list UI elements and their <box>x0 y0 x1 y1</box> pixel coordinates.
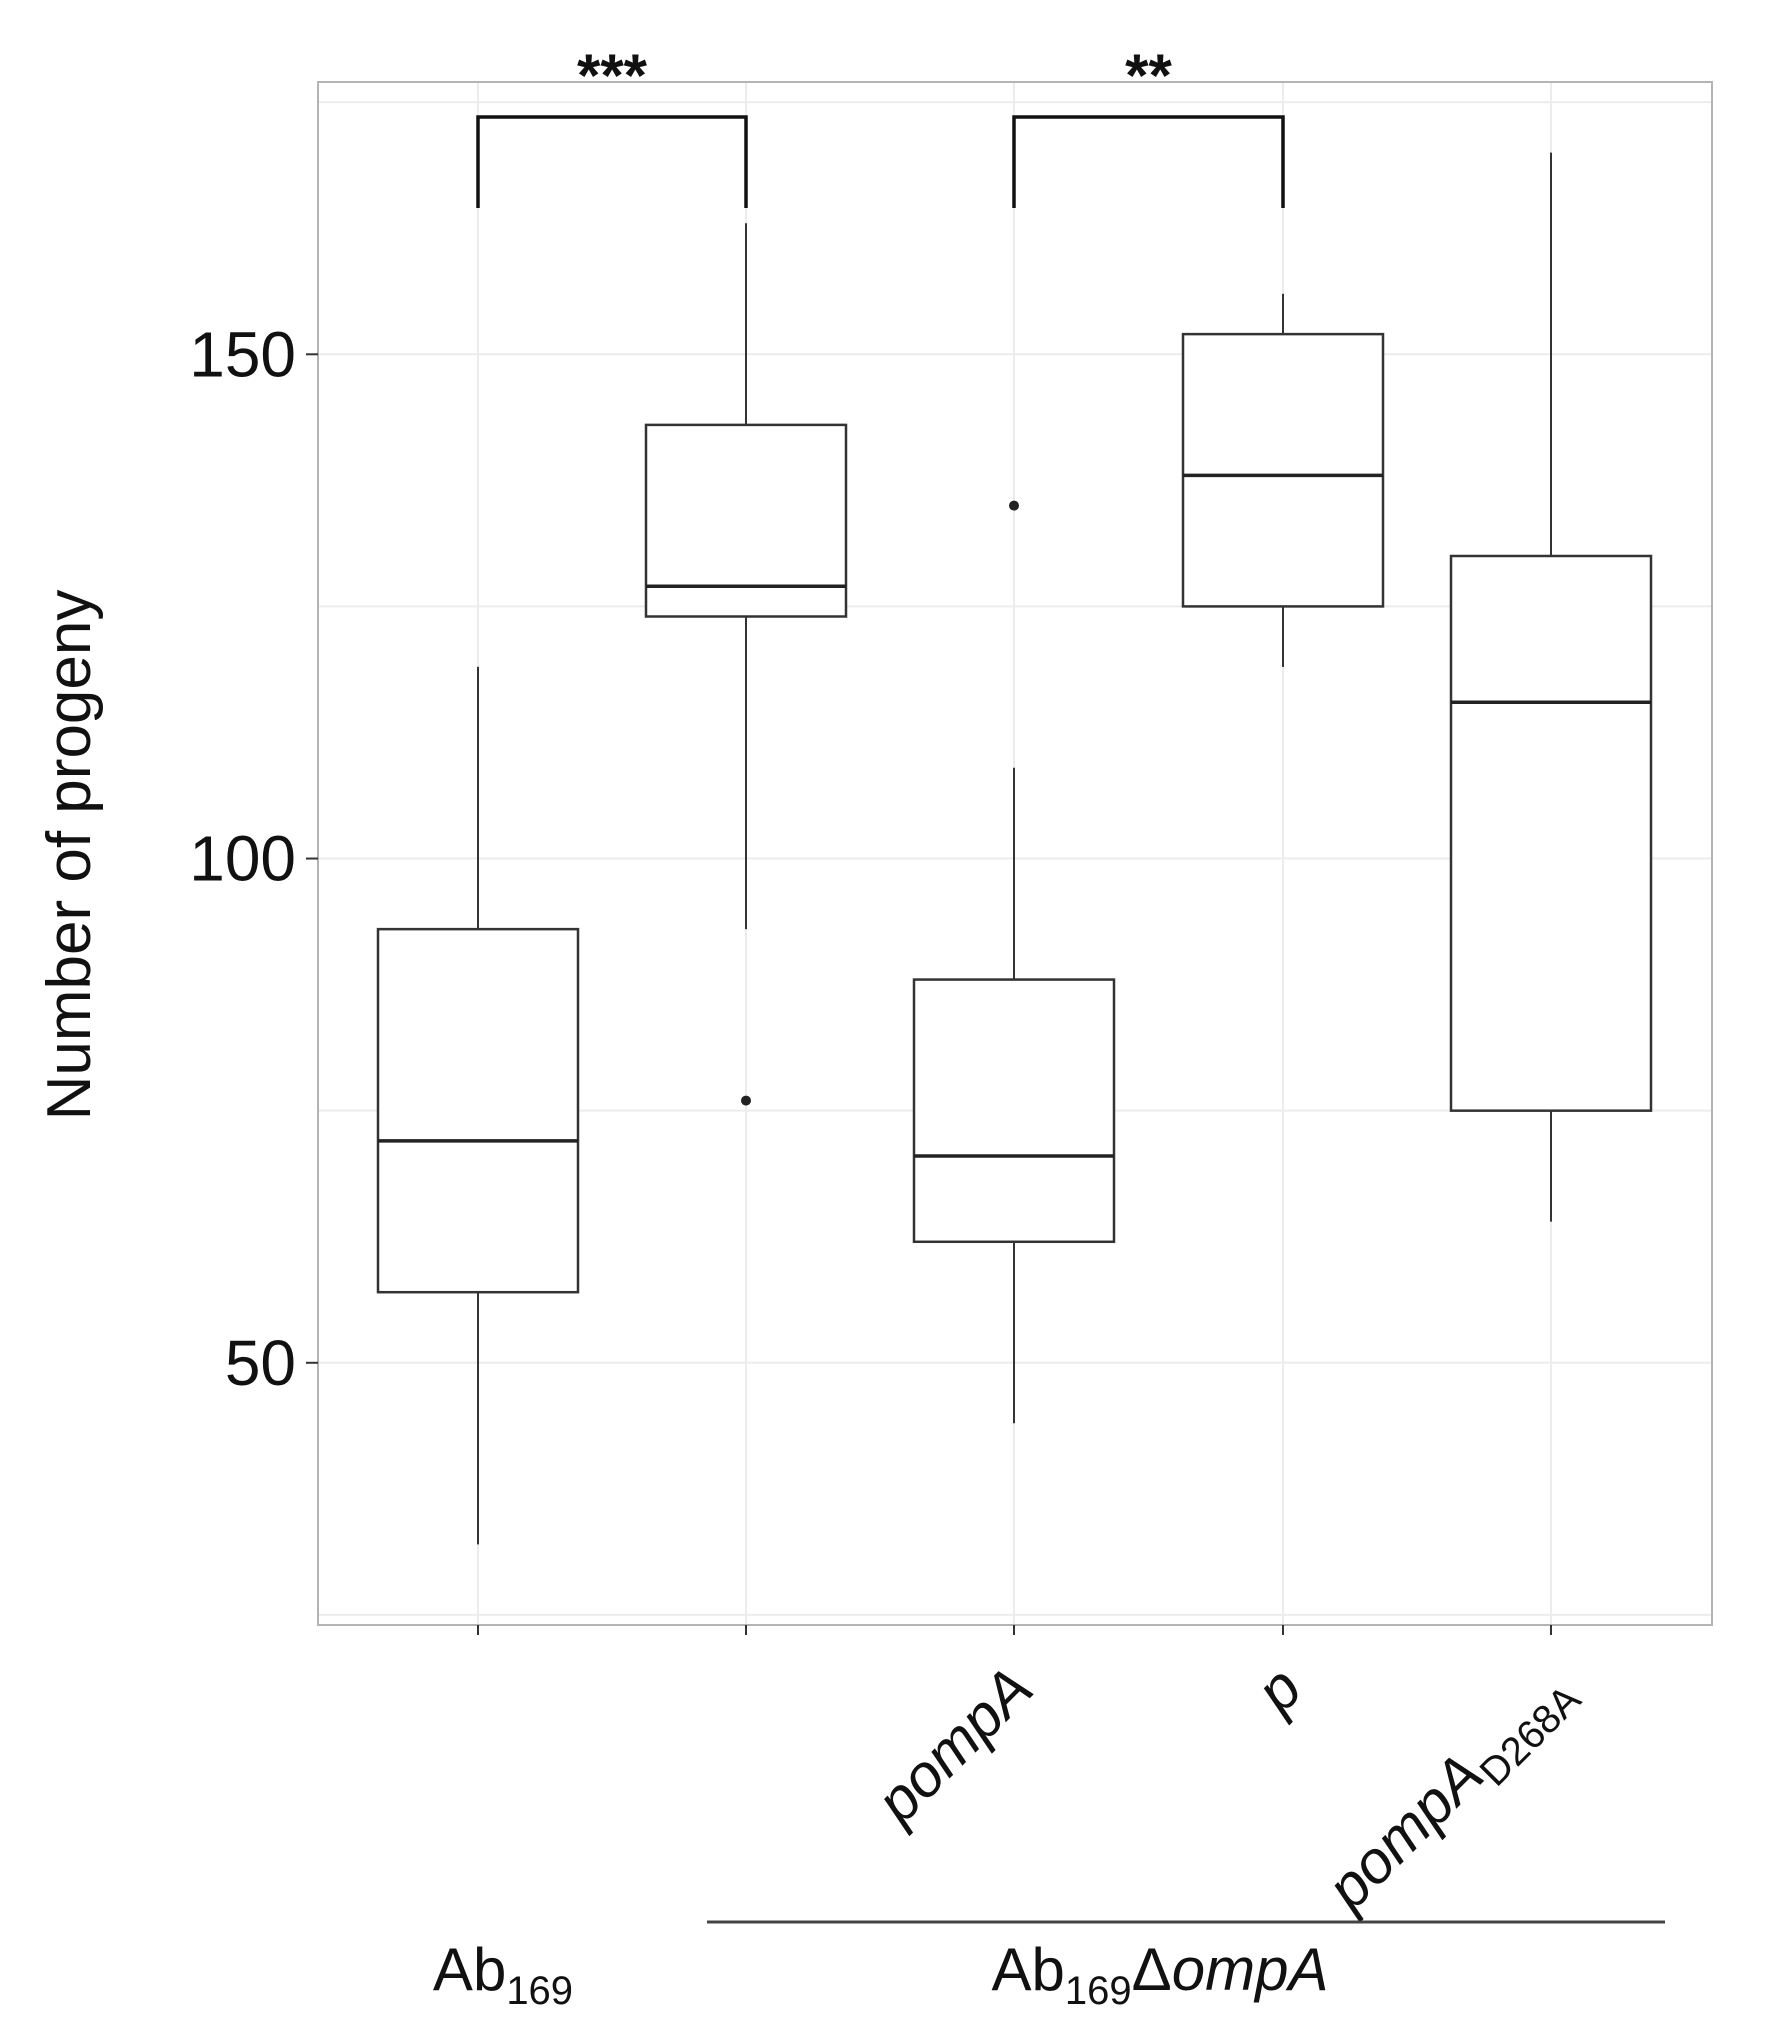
y-tick-label: 50 <box>225 1327 296 1399</box>
significance-label: *** <box>577 42 648 109</box>
group-label-1: Ab169ΔompA <box>707 1920 1665 2013</box>
box-2 <box>912 500 1116 1635</box>
box-4 <box>1449 152 1653 1635</box>
significance-label: ** <box>1125 42 1172 109</box>
group-main-text: Ab <box>433 1936 506 2003</box>
category-subscript: D268A <box>1472 1677 1590 1795</box>
outlier-point <box>1009 500 1019 511</box>
y-tick-label: 100 <box>189 823 296 895</box>
category-main-text: pompA <box>862 1654 1045 1837</box>
y-tick-label: 150 <box>189 318 296 390</box>
category-main-text: p <box>1242 1654 1314 1726</box>
group-suffix-gene: ompA <box>1172 1936 1329 2003</box>
y-axis-title: Number of progeny <box>35 590 104 1121</box>
group-label-0: Ab169 <box>433 1936 573 2013</box>
group-subscript: 169 <box>1065 1969 1132 2013</box>
boxes-layer <box>376 152 1653 1635</box>
box-0 <box>376 666 580 1635</box>
outlier-point <box>741 1095 751 1106</box>
box-1 <box>644 223 848 1635</box>
significance-bracket-1: ** <box>1012 42 1285 208</box>
box-body <box>1449 554 1653 1112</box>
bracket-line <box>476 115 748 208</box>
group-label-text: Ab169 <box>433 1936 573 2013</box>
box-body <box>1181 332 1385 608</box>
category-main-text: pompA <box>1312 1740 1495 1923</box>
group-suffix-delta: Δ <box>1132 1936 1172 2003</box>
y-axis-ticks: 50 100 150 <box>189 318 318 1399</box>
box-body <box>376 927 580 1294</box>
x-category-label: pompAD268A <box>1312 1654 1589 1931</box>
group-labels: Ab169 Ab169ΔompA <box>433 1920 1665 2013</box>
significance-layer: *** ** <box>476 42 1285 208</box>
box-3 <box>1181 293 1385 1635</box>
x-category-label: pompA <box>862 1654 1045 1837</box>
box-body <box>912 978 1116 1244</box>
group-label-text: Ab169ΔompA <box>992 1936 1329 2013</box>
x-category-label: p <box>1242 1654 1314 1726</box>
group-subscript: 169 <box>506 1969 573 2013</box>
group-main-text: Ab <box>992 1936 1065 2003</box>
significance-bracket-0: *** <box>476 42 748 208</box>
bracket-line <box>1012 115 1285 208</box>
